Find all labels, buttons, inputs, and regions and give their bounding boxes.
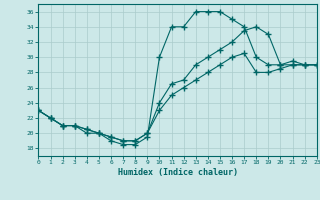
X-axis label: Humidex (Indice chaleur): Humidex (Indice chaleur)	[118, 168, 238, 177]
